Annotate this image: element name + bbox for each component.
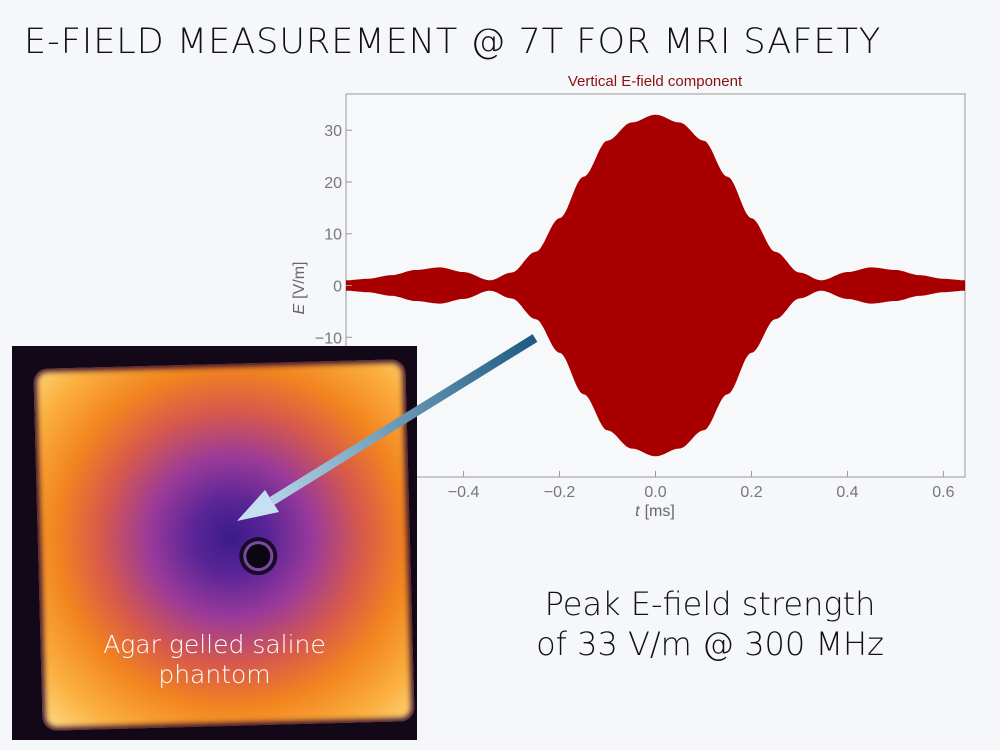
y-tick-label: 10 [324,227,342,244]
slide-title: E-FIELD MEASUREMENT @ 7T FOR MRI SAFETY [24,22,882,62]
x-axis-var: t [635,503,640,520]
y-axis-unit: [V/m] [291,261,308,298]
x-tick-label: 0.6 [932,484,954,501]
e-field-signal-area [346,114,965,457]
y-axis-var: E [291,304,308,315]
summary-line2: of 33 V/m @ 300 MHz [536,625,884,663]
y-tick-label: −10 [315,330,342,347]
x-tick-label: −0.4 [448,484,480,501]
phantom-label-line2: phantom [158,660,271,689]
summary-line1: Peak E-field strength [544,585,876,623]
phantom-image: Agar gelled saline phantom [12,346,417,740]
probe-location [242,540,274,572]
peak-summary: Peak E-field strength of 33 V/m @ 300 MH… [470,584,950,664]
y-tick-label: 20 [324,175,342,192]
x-tick-label: 0.0 [644,484,666,501]
x-axis-unit: [ms] [645,503,675,520]
phantom-label: Agar gelled saline phantom [12,630,417,690]
x-tick-label: 0.4 [836,484,858,501]
x-tick-label: −0.2 [544,484,576,501]
x-tick-label: 0.2 [740,484,762,501]
y-axis-label: E [V/m] [291,261,308,314]
x-axis-label: t [ms] [635,503,675,520]
chart-title: Vertical E-field component [568,73,743,90]
phantom-label-line1: Agar gelled saline [103,630,326,659]
y-tick-label: 30 [324,123,342,140]
y-tick-label: 0 [333,279,342,296]
